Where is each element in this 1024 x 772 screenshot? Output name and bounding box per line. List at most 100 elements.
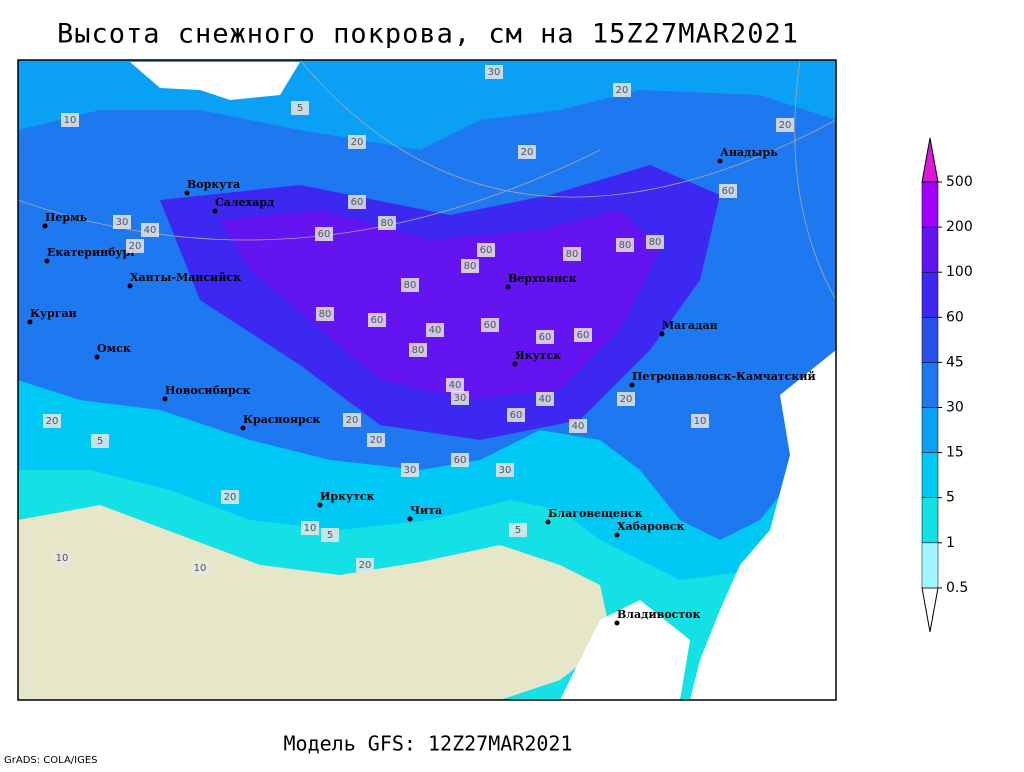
contour-label: 60 <box>371 315 384 326</box>
contour-label-bg <box>409 343 427 357</box>
contour-label-bg <box>563 247 581 261</box>
city-dot <box>184 190 190 196</box>
contour-label-bg <box>481 318 499 332</box>
contour-label-bg <box>316 307 334 321</box>
contour-label-bg <box>461 259 479 273</box>
contour-label-bg <box>401 278 419 292</box>
city-label: Салехард <box>215 196 274 209</box>
contour-label-bg <box>485 65 503 79</box>
city-label: Хабаровск <box>617 520 684 533</box>
graticule <box>17 59 837 301</box>
credit: GrADS: COLA/IGES <box>4 755 98 766</box>
contour-label: 80 <box>319 309 332 320</box>
city-label: Екатеринбург <box>47 246 137 259</box>
city-dot <box>162 396 168 402</box>
pacific-ocean <box>690 350 836 700</box>
legend-label: 5 <box>946 490 955 506</box>
contour-label-bg <box>378 216 396 230</box>
city-dot <box>505 284 511 290</box>
legend-high-triangle <box>921 137 939 183</box>
city-dot <box>614 620 620 626</box>
contour-label-bg <box>367 433 385 447</box>
city-dot <box>512 361 518 367</box>
legend-label: 0.5 <box>946 580 968 596</box>
contour-label: 40 <box>429 325 442 336</box>
legend-low-triangle <box>921 587 939 632</box>
contour-label-bg <box>719 184 737 198</box>
contour-label: 80 <box>649 237 662 248</box>
contour-label-bg <box>43 414 61 428</box>
legend-bin <box>921 181 939 228</box>
legend-label: 200 <box>946 219 973 235</box>
contour-label: 80 <box>566 249 579 260</box>
contour-label: 30 <box>454 393 467 404</box>
contour-label-bg <box>126 239 144 253</box>
legend-bin <box>921 497 939 544</box>
contour-label: 60 <box>454 455 467 466</box>
contour-label-bg <box>356 558 374 572</box>
city-label: Анадырь <box>720 146 778 159</box>
city-label: Благовещенск <box>548 507 643 520</box>
contour-label-bg <box>509 523 527 537</box>
legend-bin <box>921 317 939 363</box>
city-label: Иркутск <box>320 490 375 503</box>
contour-label: 10 <box>694 416 707 427</box>
contour-label: 20 <box>616 85 629 96</box>
legend-bin <box>921 271 939 318</box>
map <box>17 59 837 701</box>
city-label: Владивосток <box>617 608 701 621</box>
contour-label-bg <box>221 490 239 504</box>
contour-label: 40 <box>449 380 462 391</box>
city-dot <box>27 319 33 325</box>
contour-label-bg <box>446 378 464 392</box>
contour-label-bg <box>613 83 631 97</box>
contour-label-bg <box>426 323 444 337</box>
contour-label: 80 <box>404 280 417 291</box>
legend-bin <box>921 452 939 498</box>
contour-label: 40 <box>144 225 157 236</box>
contour-label-bg <box>518 145 536 159</box>
city-label: Якутск <box>515 349 561 362</box>
contour-label: 10 <box>194 563 207 574</box>
contour-label-bg <box>191 561 209 575</box>
contour-label: 10 <box>56 553 69 564</box>
snow-free-land <box>18 505 612 700</box>
contour-label: 10 <box>64 115 77 126</box>
city-dot <box>629 382 635 388</box>
contour-label-bg <box>321 528 339 542</box>
legend-label: 45 <box>946 354 964 370</box>
contour-label: 20 <box>370 435 383 446</box>
contour-label: 30 <box>116 217 129 228</box>
city-label: Курган <box>30 307 77 320</box>
legend-label: 500 <box>946 174 973 190</box>
contour-label: 60 <box>351 197 364 208</box>
contour-label-bg <box>646 235 664 249</box>
city-dot <box>240 425 246 431</box>
contour-label-bg <box>536 392 554 406</box>
sea-of-japan <box>560 600 690 700</box>
contour-label-bg <box>507 408 525 422</box>
contour-label-bg <box>61 113 79 127</box>
city-label: Омск <box>97 342 131 355</box>
contour-label: 80 <box>464 261 477 272</box>
contour-label: 30 <box>488 67 501 78</box>
contour-label-bg <box>536 330 554 344</box>
contour-label: 60 <box>722 186 735 197</box>
city-dot <box>127 283 133 289</box>
city-dot <box>42 223 48 229</box>
legend-bin <box>921 362 939 408</box>
city-label: Воркута <box>187 178 240 191</box>
legend-label: 100 <box>946 264 973 280</box>
contour-label-bg <box>315 227 333 241</box>
city-dot <box>614 532 620 538</box>
contour-label-bg <box>343 413 361 427</box>
contour-label-bg <box>113 215 131 229</box>
contour-label-bg <box>477 243 495 257</box>
contour-label-bg <box>617 392 635 406</box>
contour-label-bg <box>569 419 587 433</box>
footer: Модель GFS: 12Z27MAR2021 <box>284 732 573 756</box>
title: Высота снежного покрова, см на 15Z27MAR2… <box>57 19 799 50</box>
contour-label-bg <box>691 414 709 428</box>
